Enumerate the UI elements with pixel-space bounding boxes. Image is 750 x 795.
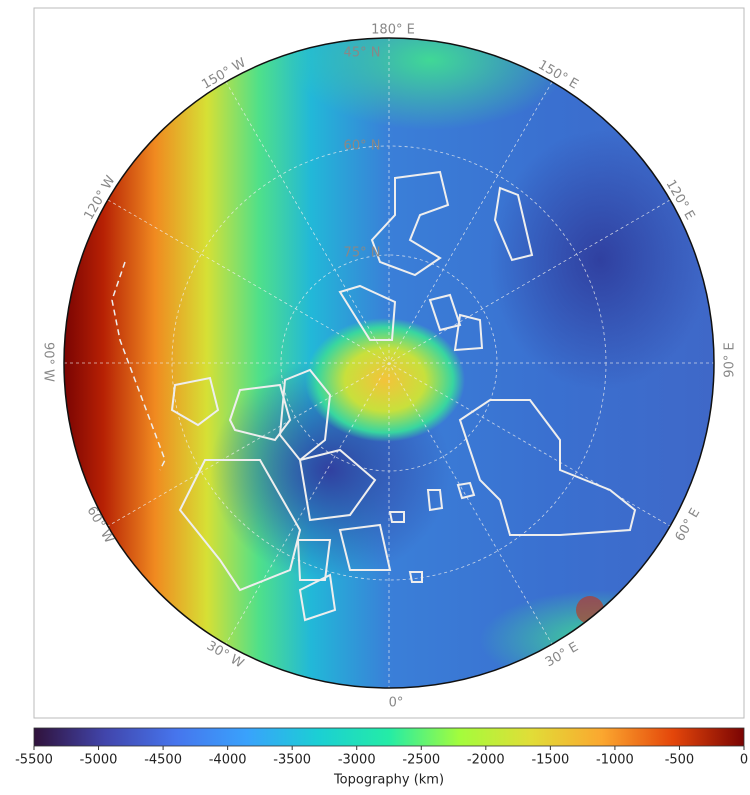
colorbar-label: Topography (km) [333, 773, 444, 788]
colorbar-tick-label: -3500 [273, 753, 311, 768]
colorbar-tick-label: 0 [740, 753, 748, 768]
longitude-label: 0° [389, 696, 404, 711]
longitude-label: 180° E [371, 23, 415, 38]
latitude-label: 75° N [344, 246, 381, 261]
latitude-label: 60° N [344, 139, 381, 154]
colorbar-gradient [34, 728, 744, 746]
colorbar-tick-label: -1000 [596, 753, 634, 768]
colorbar-tick-label: -4500 [144, 753, 182, 768]
colorbar-tick-label: -500 [665, 753, 695, 768]
colorbar-tick-label: -5000 [80, 753, 118, 768]
latitude-label: 45° N [344, 46, 381, 61]
page: 180° E 150° E 120° E 90° E 60° E 30° E 0… [0, 0, 750, 791]
colorbar-tick-label: -2500 [402, 753, 440, 768]
colorbar: Topography (km) -5500-5000-4500-4000-350… [15, 728, 748, 788]
colorbar-tick-label: -5500 [15, 753, 53, 768]
topography-map [64, 0, 720, 690]
colorbar-tick-label: -3000 [338, 753, 376, 768]
colorbar-tick-label: -4000 [209, 753, 247, 768]
longitude-label: 90° E [723, 342, 738, 377]
longitude-label: 90° W [41, 342, 56, 382]
colorbar-tick-label: -1500 [531, 753, 569, 768]
colorbar-tick-label: -2000 [467, 753, 505, 768]
